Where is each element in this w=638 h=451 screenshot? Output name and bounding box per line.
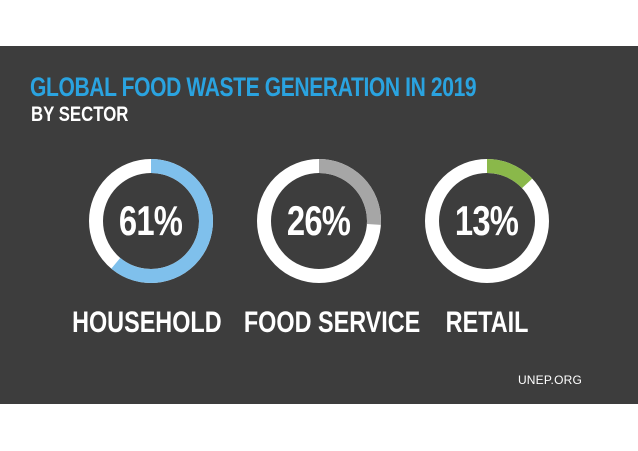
donut-retail: 13%	[424, 158, 550, 284]
donut-food-service-svg	[257, 159, 381, 283]
label-household: HOUSEHOLD	[72, 306, 222, 339]
donut-household-svg	[89, 159, 213, 283]
donut-household-value: 61%	[119, 197, 183, 244]
source-link[interactable]: UNEP.ORG	[517, 373, 582, 387]
donut-retail-segment	[425, 159, 549, 283]
donut-food-service-segment	[257, 159, 381, 283]
donut-retail-value: 13%	[455, 197, 519, 244]
donut-food-service: 26%	[256, 158, 382, 284]
donut-retail-svg	[425, 159, 549, 283]
chart-subtitle: BY SECTOR	[31, 103, 129, 126]
chart-title: GLOBAL FOOD WASTE GENERATION IN 2019	[30, 72, 477, 102]
label-food-service: FOOD SERVICE	[243, 306, 421, 339]
infographic-panel: GLOBAL FOOD WASTE GENERATION IN 2019 BY …	[0, 46, 638, 404]
donut-food-service-value: 26%	[287, 197, 351, 244]
donut-household-segment	[89, 159, 213, 283]
donut-household: 61%	[88, 158, 214, 284]
label-retail: RETAIL	[445, 306, 529, 339]
